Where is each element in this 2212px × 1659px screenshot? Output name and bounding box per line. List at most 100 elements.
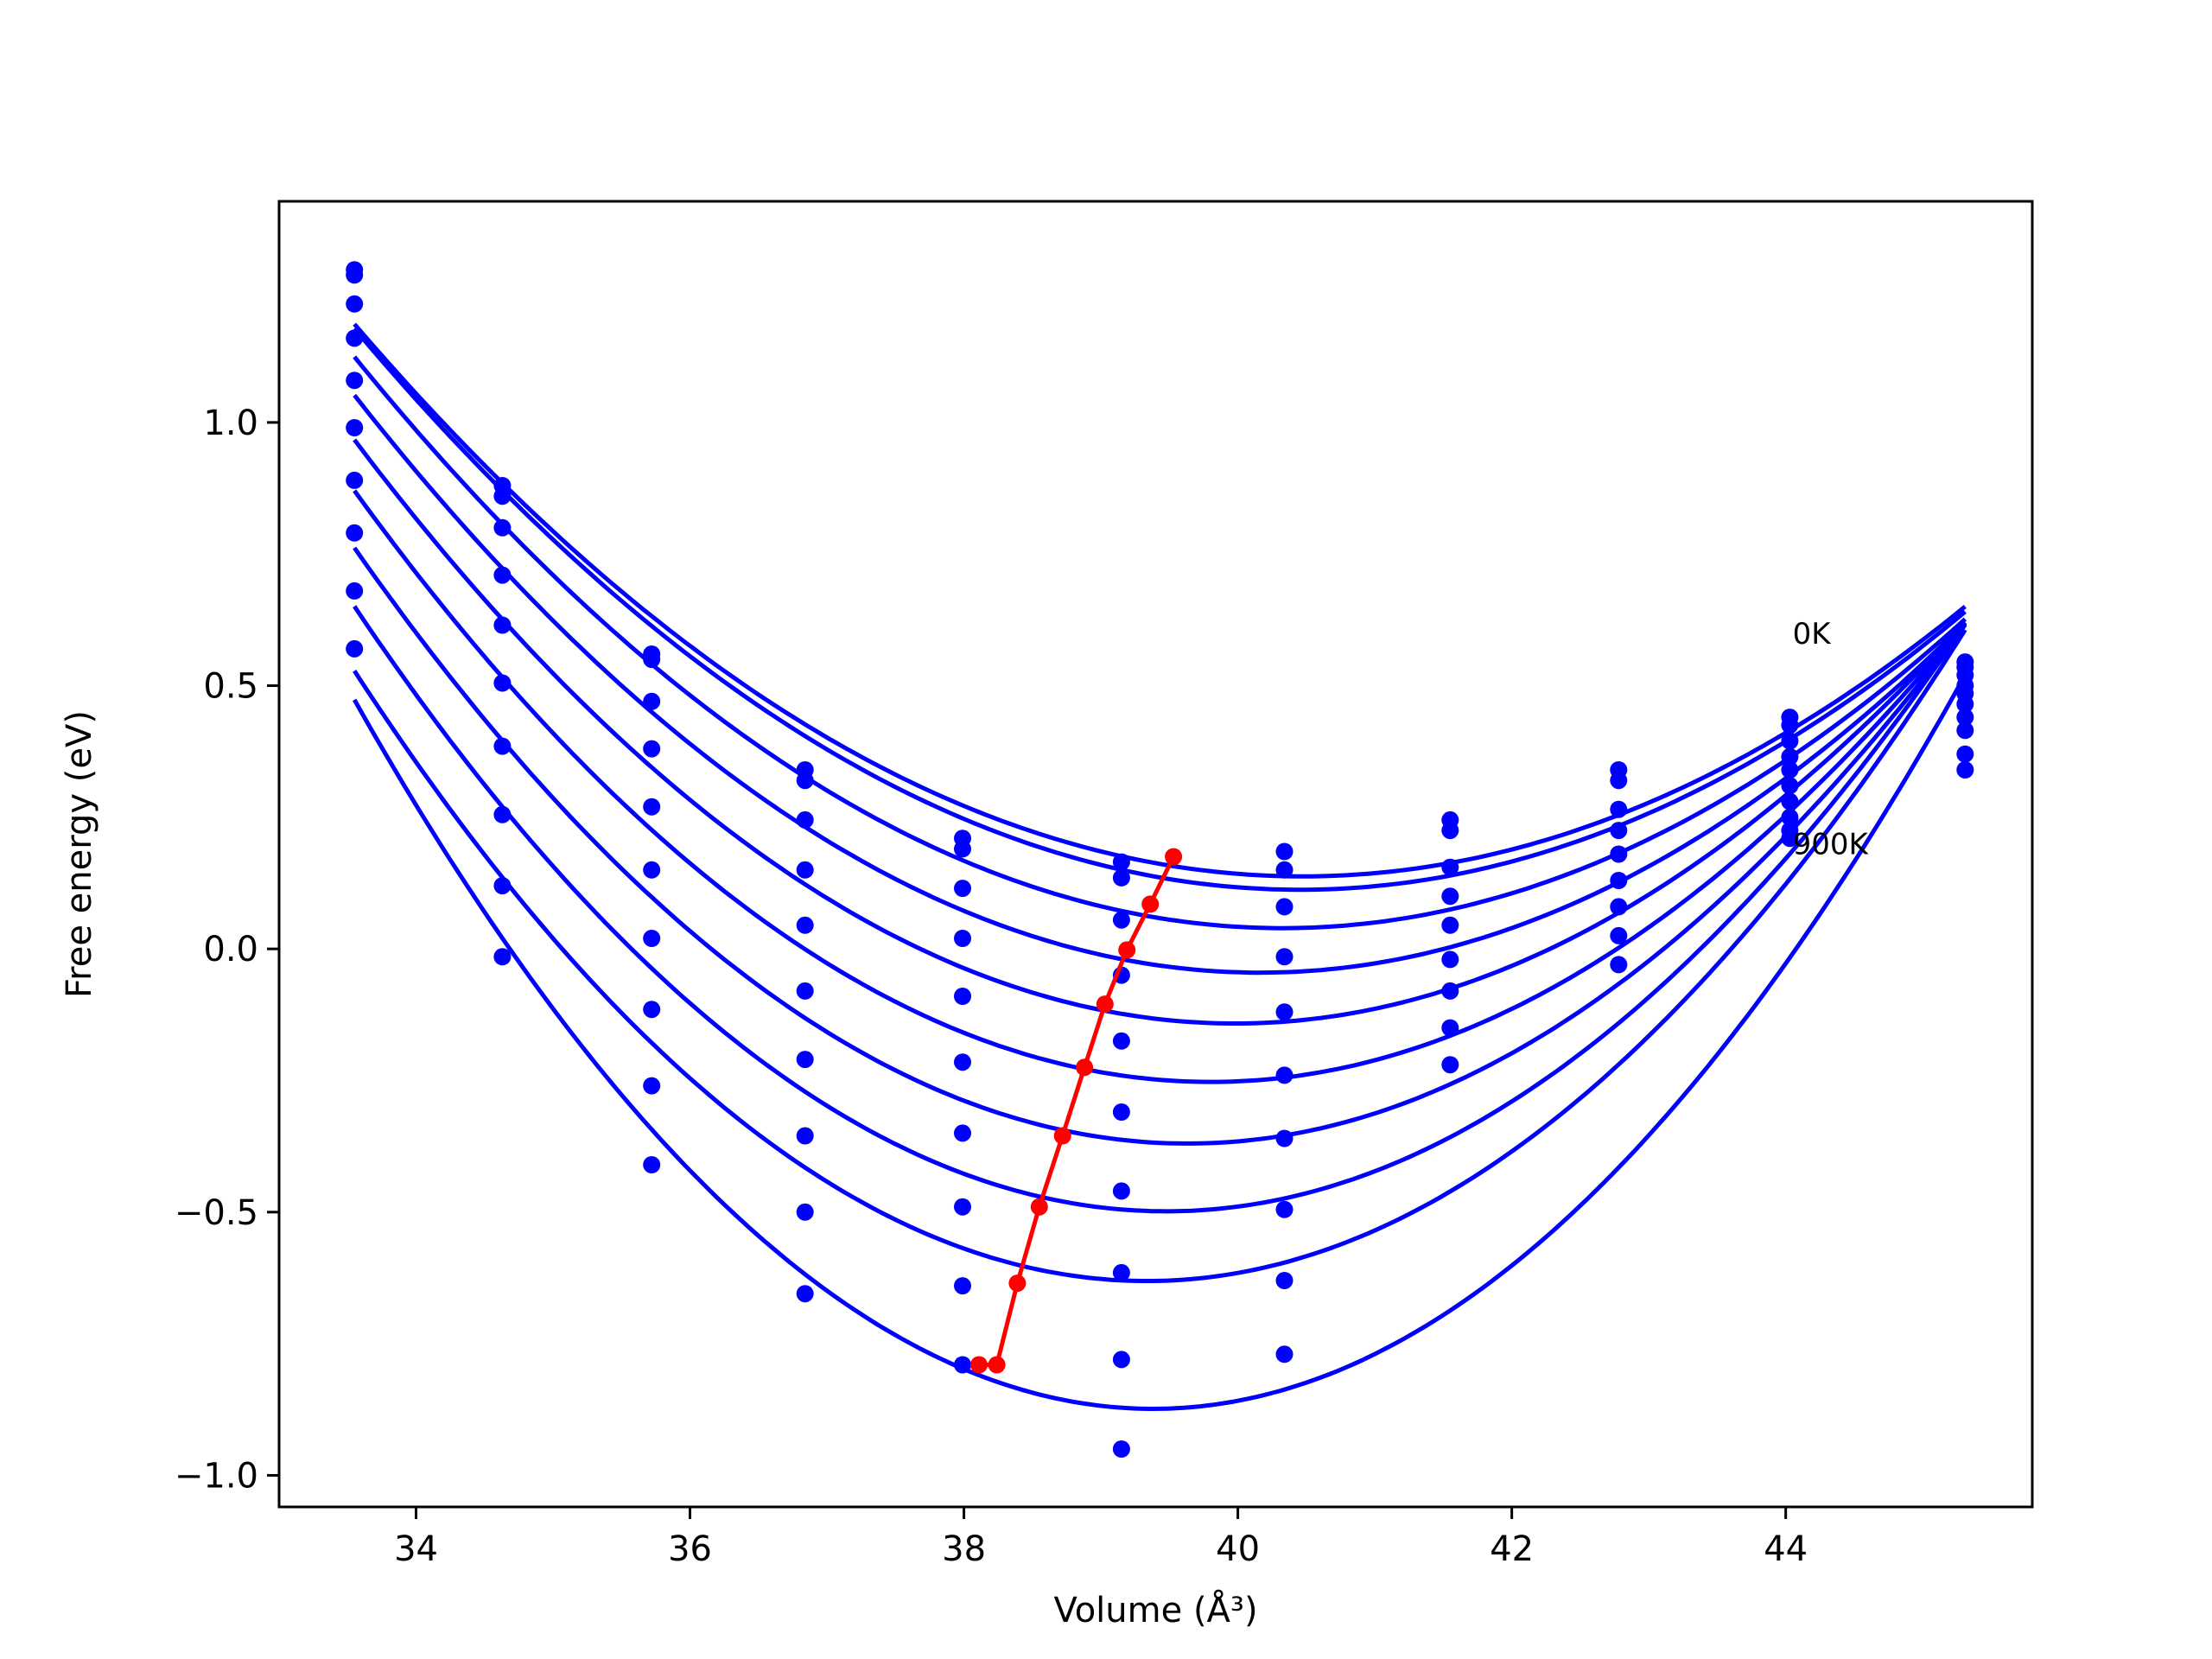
data-point [1956, 709, 1974, 727]
minima-point [1008, 1274, 1027, 1293]
minima-point [1118, 941, 1136, 959]
data-point [346, 471, 364, 489]
data-point [954, 1124, 971, 1142]
plot-frame [277, 200, 2034, 1509]
data-point [1275, 1200, 1294, 1218]
data-point [1441, 1056, 1459, 1074]
data-point [1441, 916, 1459, 934]
data-point [1956, 695, 1974, 713]
fit-curves [353, 322, 1967, 1412]
minima-point [970, 1356, 988, 1374]
data-point [954, 840, 971, 858]
fit-curve-4 [353, 438, 1967, 1026]
y-tick-label: −1.0 [175, 1456, 258, 1496]
data-point [493, 487, 512, 505]
data-point [1112, 1103, 1130, 1121]
data-point [1781, 830, 1799, 848]
data-point [1781, 716, 1799, 734]
fit-curve-6 [353, 546, 1967, 1146]
data-point [796, 1203, 814, 1221]
data-point [1781, 792, 1799, 810]
data-point [1610, 926, 1628, 944]
data-point [954, 1053, 971, 1071]
data-point [1781, 777, 1799, 795]
annotation-900k: 900K [1793, 828, 1870, 862]
data-point [1610, 845, 1628, 863]
minima-point [1076, 1058, 1094, 1077]
x-tick-label: 42 [1490, 1529, 1534, 1569]
data-point [1781, 747, 1799, 766]
x-tick-label: 38 [942, 1529, 986, 1569]
data-point [1610, 898, 1628, 916]
data-point [796, 772, 814, 790]
x-tick-label: 34 [394, 1529, 438, 1569]
data-point [346, 266, 364, 284]
fit-curve-0 [353, 322, 1967, 879]
y-tick-label: 0.0 [203, 930, 258, 969]
data-point [954, 1356, 971, 1374]
x-axis-ticks: 34 36 38 40 42 44 [394, 1507, 1808, 1569]
x-tick-label: 44 [1764, 1529, 1808, 1569]
data-point [493, 518, 512, 537]
data-point [1112, 911, 1130, 929]
data-point [796, 1127, 814, 1145]
y-tick-label: 1.0 [203, 404, 258, 443]
data-point [1781, 761, 1799, 779]
data-point [954, 930, 971, 947]
fit-curve-3 [353, 393, 1967, 976]
data-point [954, 1198, 971, 1216]
data-point [1610, 800, 1628, 818]
data-point [493, 948, 512, 966]
data-point [643, 1156, 661, 1173]
data-point [954, 988, 971, 1005]
data-point [1112, 1263, 1130, 1281]
minima-point [988, 1356, 1006, 1374]
y-axis-ticks: −1.0 −0.5 0.0 0.5 1.0 [175, 404, 279, 1496]
data-point [1275, 1003, 1294, 1021]
data-point [796, 916, 814, 934]
data-point [1112, 1440, 1130, 1458]
minima-point [1030, 1198, 1048, 1216]
fit-curve-1 [353, 327, 1967, 893]
data-point [1275, 948, 1294, 966]
data-point [346, 372, 364, 390]
data-point [1781, 732, 1799, 750]
data-point [643, 861, 661, 879]
data-point [493, 616, 512, 634]
data-point [796, 810, 814, 829]
fit-curve-2 [353, 355, 1967, 931]
data-point [1441, 1019, 1459, 1037]
data-point [1956, 721, 1974, 740]
data-point [1441, 822, 1459, 840]
fit-curve-8 [353, 628, 1967, 1283]
data-point [1610, 772, 1628, 790]
data-point [1112, 868, 1130, 887]
data-point [643, 651, 661, 669]
data-point [1275, 1129, 1294, 1147]
minima-point [1096, 995, 1114, 1014]
data-point [346, 524, 364, 542]
annotation-0k: 0K [1793, 617, 1833, 652]
data-point [1112, 1032, 1130, 1050]
data-point [1275, 861, 1294, 879]
data-point [493, 737, 512, 755]
y-tick-label: −0.5 [175, 1193, 258, 1233]
data-point [1956, 745, 1974, 763]
x-tick-label: 36 [668, 1529, 712, 1569]
data-point [1441, 887, 1459, 906]
minima-path [979, 855, 1176, 1367]
data-point [643, 1077, 661, 1095]
y-axis-label: Free energy (eV) [60, 710, 99, 998]
minima-point [1053, 1127, 1071, 1145]
data-point [1112, 1351, 1130, 1369]
data-point [1275, 1272, 1294, 1289]
data-point [346, 419, 364, 436]
data-point [1441, 858, 1459, 876]
minima-point [1141, 895, 1160, 913]
data-point [346, 639, 364, 658]
data-point [493, 566, 512, 584]
data-point [346, 582, 364, 600]
data-point [1275, 1066, 1294, 1084]
data-point [643, 798, 661, 816]
